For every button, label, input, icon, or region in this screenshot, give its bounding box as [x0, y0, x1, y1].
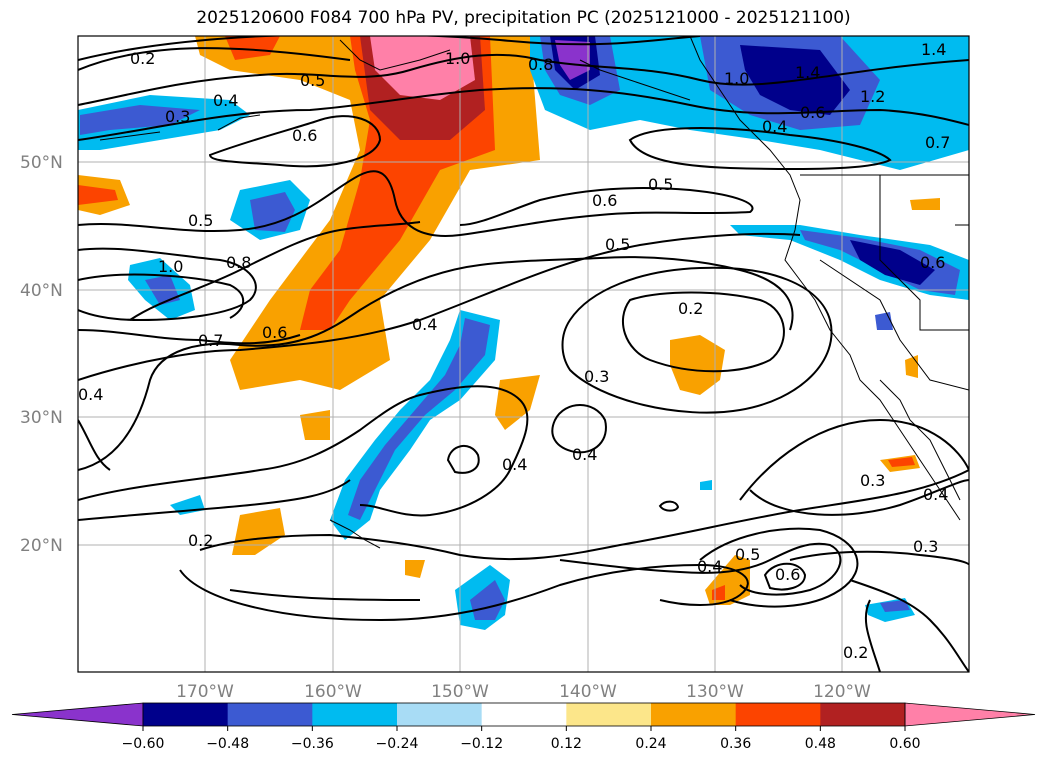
contour-label: 0.6 [920, 253, 945, 272]
contour-label: 0.8 [226, 253, 251, 272]
contour-label: 0.6 [292, 126, 317, 145]
colorbar-extend-high [904, 702, 1036, 727]
latitude-labels: 50°N 40°N 30°N 20°N [20, 153, 63, 556]
lon-label: 170°W [176, 682, 234, 702]
contour-label: 0.3 [165, 107, 190, 126]
contour-label: 0.6 [592, 191, 617, 210]
colorbar-tick-label: −0.24 [376, 736, 419, 752]
colorbar-tick-label: 0.60 [889, 736, 920, 752]
contour-label: 0.5 [605, 235, 630, 254]
contour-label: 0.2 [843, 643, 868, 662]
colorbar-tick-label: −0.48 [206, 736, 249, 752]
contour-label: 0.7 [925, 133, 950, 152]
contour-label: 0.4 [697, 557, 722, 576]
colorbar-tick-label: 0.48 [805, 736, 836, 752]
lon-label: 160°W [304, 682, 362, 702]
longitude-labels: 170°W 160°W 150°W 140°W 130°W 120°W [176, 682, 871, 702]
contour-label: 0.7 [198, 331, 223, 350]
lon-label: 130°W [686, 682, 744, 702]
colorbar-tick-label: −0.36 [291, 736, 334, 752]
precip-shading [78, 36, 969, 630]
lon-label: 120°W [813, 682, 871, 702]
contour-label: 0.2 [130, 49, 155, 68]
colorbar-box [651, 703, 737, 726]
contour-label: 0.4 [213, 91, 238, 110]
map-title: 2025120600 F084 700 hPa PV, precipitatio… [196, 8, 851, 28]
contour-label: 0.3 [860, 471, 885, 490]
contour-label: 0.4 [572, 445, 597, 464]
contour-label: 0.3 [584, 367, 609, 386]
colorbar-tick-label: 0.12 [551, 736, 582, 752]
contour-labels: 0.2 0.5 1.0 0.8 1.0 1.4 1.4 1.2 0.6 0.4 … [78, 40, 950, 662]
contour-label: 0.5 [735, 545, 760, 564]
contour-label: 0.4 [78, 385, 103, 404]
lat-label: 20°N [20, 536, 63, 556]
contour-label: 1.0 [445, 49, 470, 68]
colorbar-box [397, 703, 483, 726]
contour-label: 1.0 [724, 69, 749, 88]
colorbar-box [312, 703, 398, 726]
map-frame [77, 35, 970, 673]
colorbar-tick-label: 0.24 [635, 736, 666, 752]
colorbar-box [566, 703, 652, 726]
contour-label: 0.4 [923, 485, 948, 504]
colorbar-extend-low [11, 702, 144, 727]
colorbar-tick-label: 0.36 [720, 736, 751, 752]
contour-label: 0.8 [528, 55, 553, 74]
lat-label: 40°N [20, 281, 63, 301]
contour-label: 0.5 [648, 175, 673, 194]
contour-label: 1.0 [158, 257, 183, 276]
colorbar-tick-label: −0.12 [460, 736, 503, 752]
colorbar-box [143, 703, 229, 726]
contour-label: 0.2 [188, 531, 213, 550]
lat-label: 50°N [20, 153, 63, 173]
contour-label: 0.3 [913, 537, 938, 556]
lon-label: 150°W [431, 682, 489, 702]
contour-label: 1.4 [795, 63, 820, 82]
colorbar: −0.60 −0.48 −0.36 −0.24 −0.12 0.12 0.24 0.36 0.4… [11, 702, 1036, 752]
pv-contours [78, 36, 969, 672]
contour-label: 0.4 [412, 315, 437, 334]
colorbar-box [735, 703, 821, 726]
contour-label: 0.4 [502, 455, 527, 474]
contour-label: 0.5 [188, 211, 213, 230]
gridlines [78, 36, 969, 672]
coastlines [99, 36, 969, 549]
lon-label: 140°W [559, 682, 617, 702]
lat-label: 30°N [20, 408, 63, 428]
colorbar-tick-label: −0.60 [122, 736, 165, 752]
contour-label: 0.2 [678, 299, 703, 318]
contour-label: 0.5 [300, 71, 325, 90]
contour-label: 0.6 [800, 103, 825, 122]
colorbar-box [227, 703, 313, 726]
colorbar-outline [142, 702, 906, 727]
contour-label: 1.2 [860, 87, 885, 106]
contour-label: 0.4 [762, 117, 787, 136]
contour-label: 0.6 [775, 565, 800, 584]
contour-label: 0.6 [262, 323, 287, 342]
colorbar-box [820, 703, 906, 726]
colorbar-box [481, 703, 567, 726]
contour-label: 1.4 [921, 40, 946, 59]
